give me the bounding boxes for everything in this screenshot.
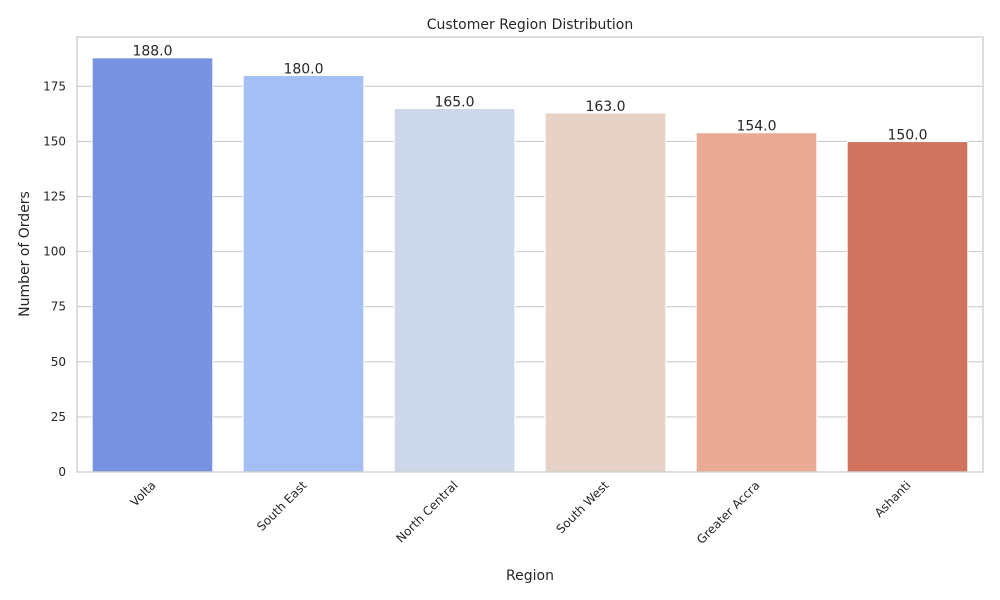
y-tick-label: 100	[43, 245, 66, 259]
plot-frame	[76, 36, 984, 473]
x-tick-label: South East	[254, 478, 310, 534]
bar-layer	[91, 57, 969, 473]
bar-value-labels: 188.0 180.0 165.0 163.0 154.0 150.0	[132, 44, 927, 144]
y-tick-label: 125	[43, 190, 66, 204]
bar-value-label: 180.0	[283, 61, 323, 77]
bar	[242, 74, 365, 473]
bar-value-label: 154.0	[736, 119, 776, 135]
x-tick-label: North Central	[393, 478, 460, 545]
bar-value-label: 163.0	[585, 99, 625, 115]
x-tick-label: South West	[553, 478, 611, 536]
bar	[695, 132, 818, 473]
y-tick-label: 0	[58, 465, 66, 479]
bar	[91, 57, 214, 473]
x-tick-label: Ashanti	[872, 478, 914, 520]
x-axis-label: Region	[506, 568, 554, 584]
y-tick-label: 75	[51, 300, 66, 314]
bar	[393, 107, 516, 473]
y-tick-label: 175	[43, 79, 66, 93]
grid-layer	[77, 85, 983, 473]
bar-value-label: 165.0	[434, 94, 474, 110]
x-tick-label: Volta	[127, 478, 158, 509]
y-tick-label: 25	[51, 410, 66, 424]
bar	[544, 112, 667, 473]
bar-value-label: 150.0	[887, 127, 927, 143]
y-tick-label: 150	[43, 134, 66, 148]
bar	[846, 140, 969, 473]
x-tick-label: Greater Accra	[694, 478, 763, 547]
y-axis-label: Number of Orders	[17, 191, 33, 317]
y-tick-labels: 0 25 50 75 100 125 150 175	[43, 79, 66, 479]
chart-title: Customer Region Distribution	[427, 17, 634, 33]
x-tick-labels: Volta South East North Central South West Gr…	[127, 478, 913, 547]
bar-value-label: 188.0	[132, 44, 172, 60]
y-tick-label: 50	[51, 355, 66, 369]
